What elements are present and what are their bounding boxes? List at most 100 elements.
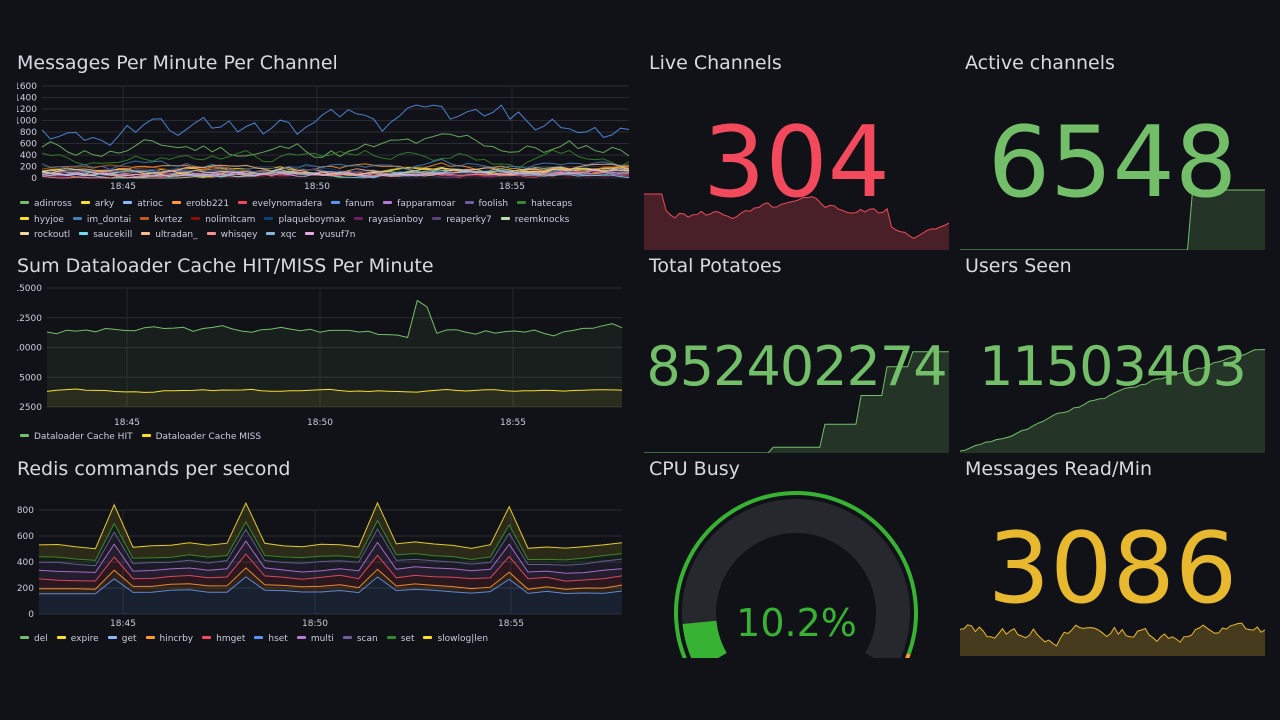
stack-area bbox=[39, 541, 622, 582]
panel-title[interactable]: CPU Busy bbox=[649, 458, 740, 480]
sparkline-area bbox=[960, 190, 1265, 250]
p3-legend-item[interactable]: slowlog|len bbox=[423, 632, 488, 648]
gauge-threshold-green bbox=[674, 491, 918, 658]
p1-legend-item[interactable]: saucekill bbox=[79, 228, 132, 244]
active-sparkline bbox=[960, 189, 1265, 250]
p3-legend-item[interactable]: hincrby bbox=[145, 632, 194, 648]
legend-swatch bbox=[20, 434, 29, 437]
y-tick-label: 0 bbox=[31, 174, 37, 184]
legend-swatch bbox=[296, 636, 306, 639]
p1-legend-item[interactable]: reemknocks bbox=[500, 213, 569, 229]
miss-area bbox=[47, 389, 622, 407]
p1-legend-item[interactable]: atrioc bbox=[123, 197, 163, 213]
stack-line bbox=[38, 567, 623, 590]
panel-redis-commands: Redis commands per second 800 600 400 200 0 1… bbox=[17, 458, 631, 653]
p1-legend-item[interactable]: arky bbox=[80, 197, 114, 213]
panel-title[interactable]: Total Potatoes bbox=[649, 255, 782, 277]
legend-swatch bbox=[383, 201, 393, 204]
p1-legend-item[interactable]: hyyjoe bbox=[20, 213, 64, 229]
p1-legend-item[interactable]: foolish bbox=[464, 197, 509, 213]
p1-legend-item[interactable]: whisqey bbox=[206, 228, 257, 244]
legend-swatch bbox=[386, 636, 396, 639]
p2-legend-item[interactable]: Dataloader Cache HIT bbox=[20, 430, 133, 446]
stack-area bbox=[39, 520, 622, 566]
stack-line bbox=[39, 576, 623, 595]
legend-swatch bbox=[202, 636, 212, 639]
x-tick-label: 18:55 bbox=[499, 182, 525, 192]
p1-legend-item[interactable]: yusuf7n bbox=[305, 228, 355, 244]
p3-legend-item[interactable]: set bbox=[386, 632, 414, 648]
sparkline-line bbox=[960, 189, 1265, 250]
panel-title[interactable]: Messages Per Minute Per Channel bbox=[17, 52, 338, 74]
p1-legend-item[interactable]: erobb221 bbox=[171, 197, 229, 213]
p1-legend-item[interactable]: plaqueboymax bbox=[264, 213, 345, 229]
p1-legend-item[interactable]: nolimitcam bbox=[191, 213, 255, 229]
panel-title[interactable]: Live Channels bbox=[649, 52, 782, 74]
p3-legend-item[interactable]: scan bbox=[342, 632, 378, 648]
p1-legend-item[interactable]: adinross bbox=[20, 197, 72, 213]
p3-legend-item[interactable]: del bbox=[20, 632, 48, 648]
legend-label: nolimitcam bbox=[205, 214, 256, 225]
p3-legend-item[interactable]: expire bbox=[56, 632, 99, 648]
legend-swatch bbox=[432, 216, 442, 220]
p2-legend-item[interactable]: Dataloader Cache MISS bbox=[141, 430, 261, 446]
p1-legend-item[interactable]: kvrtez bbox=[140, 213, 182, 229]
legend-label: foolish bbox=[478, 199, 509, 209]
p3-legend-item[interactable]: hset bbox=[254, 632, 288, 648]
stack-area bbox=[39, 529, 622, 574]
p1-legend-item[interactable]: ultradan_ bbox=[141, 228, 198, 244]
p3-legend-item[interactable]: hmget bbox=[202, 632, 245, 648]
p1-legend-item[interactable]: evelynomadera bbox=[238, 197, 322, 213]
p1-legend-item[interactable]: reaperky7 bbox=[432, 213, 492, 229]
legend-swatch bbox=[145, 636, 155, 639]
y-tick-label: 0 bbox=[28, 610, 34, 620]
y-tick-label: 1400 bbox=[17, 94, 37, 104]
p1-legend-item[interactable]: rayasianboy bbox=[354, 213, 423, 229]
legend-label: evelynomadera bbox=[252, 199, 323, 209]
legend-label: hincrby bbox=[159, 634, 194, 644]
sparkline-area bbox=[644, 351, 949, 453]
x-tick-label: 18:45 bbox=[114, 418, 140, 428]
panel-title[interactable]: Sum Dataloader Cache HIT/MISS Per Minute bbox=[17, 255, 434, 277]
legend-swatch bbox=[20, 201, 29, 204]
p1-legend-item[interactable]: fanum bbox=[331, 197, 374, 213]
legend-label: hyyjoe bbox=[34, 214, 64, 225]
p1-legend-item[interactable]: fapparamoar bbox=[383, 197, 456, 213]
panel-title[interactable]: Users Seen bbox=[965, 255, 1072, 277]
p1-legend-item[interactable]: xqc bbox=[266, 228, 296, 244]
live-channels-value: 304 bbox=[702, 106, 891, 220]
legend-label: hatecaps bbox=[531, 199, 573, 209]
sparkline-line bbox=[960, 622, 1265, 647]
redis-chart[interactable]: 800 600 400 200 0 18:45 18:50 18:55 bbox=[17, 486, 631, 636]
legend: del expire get hincrby hmget hset multi scan set… bbox=[20, 632, 630, 648]
gauge-track bbox=[682, 499, 910, 658]
panel-title[interactable]: Active channels bbox=[965, 52, 1115, 74]
legend-label: im_dontai bbox=[86, 214, 132, 225]
p1-legend-item[interactable]: rockoutl bbox=[20, 228, 70, 244]
y-tick-label: 2500 bbox=[19, 403, 42, 413]
panel-title[interactable]: Redis commands per second bbox=[17, 458, 291, 480]
legend-swatch bbox=[238, 201, 248, 204]
legend-label: adinross bbox=[34, 199, 72, 209]
p1-legend-item[interactable]: hatecaps bbox=[517, 197, 572, 213]
x-tick-label: 18:45 bbox=[110, 182, 136, 192]
p3-legend-item[interactable]: multi bbox=[296, 632, 334, 648]
stack-area bbox=[39, 554, 622, 590]
p1-legend-item[interactable]: im_dontai bbox=[72, 213, 132, 229]
legend-swatch bbox=[20, 216, 29, 220]
dataloader-chart[interactable]: 15000 12500 10000 5000 2500 18:45 18:50 18:55 bbox=[17, 283, 631, 433]
gauge-cpu-busy: CPU Busy 10.2% bbox=[644, 458, 949, 658]
series-line bbox=[41, 133, 630, 158]
y-tick-label: 1200 bbox=[17, 105, 37, 115]
legend-swatch bbox=[107, 636, 117, 639]
y-tick-label: 1600 bbox=[17, 82, 37, 92]
y-tick-label: 5000 bbox=[19, 373, 42, 383]
legend-label: rockoutl bbox=[34, 230, 71, 240]
legend-swatch bbox=[254, 636, 264, 639]
p3-legend-item[interactable]: get bbox=[107, 632, 137, 648]
stack-line bbox=[38, 553, 623, 582]
panel-title[interactable]: Messages Read/Min bbox=[965, 458, 1153, 480]
legend-label: get bbox=[121, 634, 137, 644]
legend-swatch bbox=[423, 636, 433, 639]
